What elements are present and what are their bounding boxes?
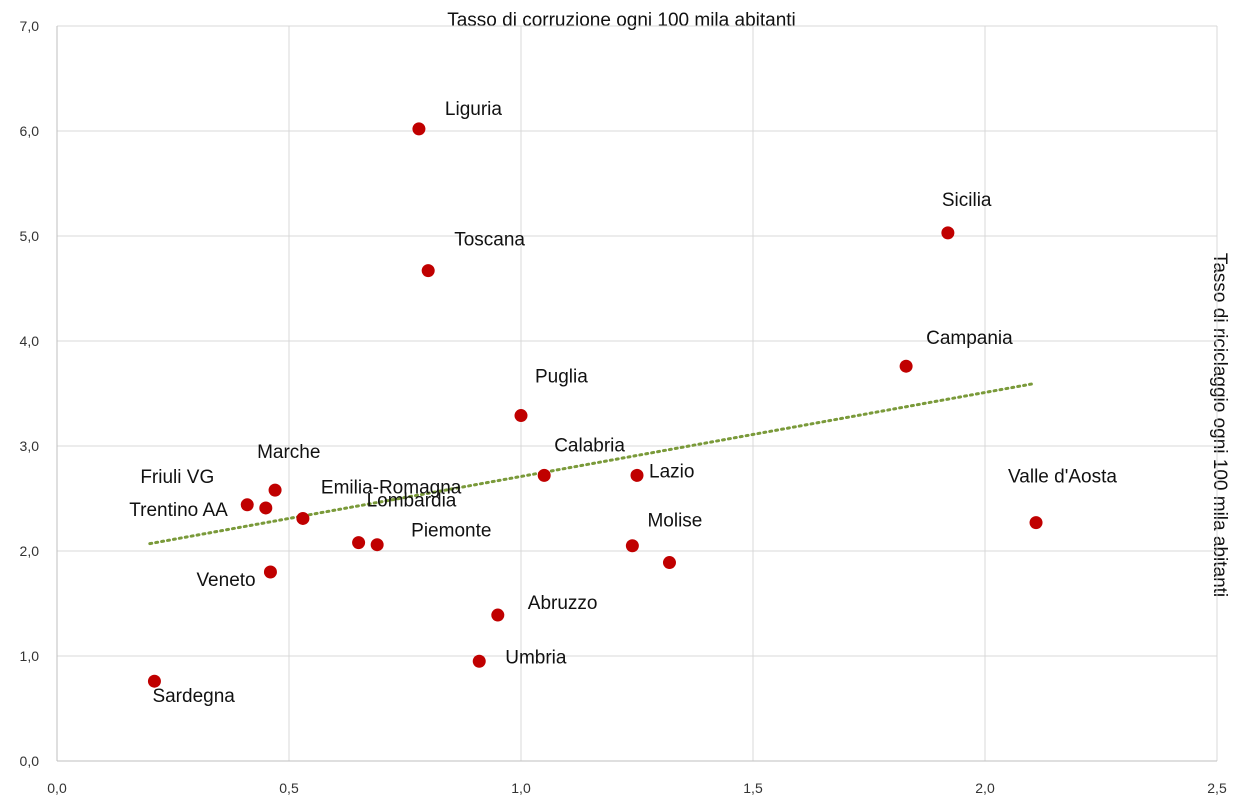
x-tick-label: 0,0 <box>47 780 67 796</box>
data-point <box>472 654 486 668</box>
data-point <box>412 122 426 136</box>
y-tick-label: 5,0 <box>20 228 40 244</box>
point-label: Veneto <box>196 570 255 591</box>
data-point <box>352 536 366 550</box>
y-tick-label: 0,0 <box>20 753 40 769</box>
y-tick-label: 2,0 <box>20 543 40 559</box>
data-point <box>662 556 676 570</box>
x-tick-label: 0,5 <box>279 780 299 796</box>
point-label: Calabria <box>554 435 625 456</box>
data-point <box>625 539 639 553</box>
data-point <box>268 483 282 497</box>
point-label: Puglia <box>535 367 588 388</box>
data-point <box>1029 516 1043 530</box>
point-label: Liguria <box>445 99 502 120</box>
x-tick-label: 2,0 <box>975 780 995 796</box>
y-tick-label: 6,0 <box>20 123 40 139</box>
y-tick-label: 3,0 <box>20 438 40 454</box>
point-label: Molise <box>647 511 702 532</box>
data-point <box>240 498 254 512</box>
grid-lines <box>57 25 1218 761</box>
data-point <box>537 468 551 482</box>
point-labels: Liguria Toscana Sicilia Campania Puglia Calab… <box>129 99 1117 707</box>
data-point <box>491 608 505 622</box>
data-point <box>370 538 384 552</box>
point-label: Lazio <box>649 461 694 482</box>
point-label: Piemonte <box>411 521 491 542</box>
x-tick-label: 1,0 <box>511 780 531 796</box>
data-point <box>421 264 435 278</box>
data-point <box>630 468 644 482</box>
point-label: Toscana <box>454 230 525 251</box>
y-tick-label: 4,0 <box>20 333 40 349</box>
point-label: Friuli VG <box>140 467 214 488</box>
trendline <box>148 382 1033 546</box>
point-label: Abruzzo <box>528 593 598 614</box>
data-point <box>296 511 310 525</box>
x-tick-label: 1,5 <box>743 780 763 796</box>
point-label: Umbria <box>505 647 567 668</box>
point-label: Trentino AA <box>129 500 228 521</box>
point-label: Sardegna <box>152 686 235 707</box>
point-label: Emilia-Romagna <box>321 477 462 498</box>
axes <box>56 26 1217 762</box>
x-tick-label: 2,5 <box>1207 780 1227 796</box>
point-label: Campania <box>926 328 1013 349</box>
point-label: Sicilia <box>942 190 992 211</box>
data-point <box>263 565 277 579</box>
data-point <box>259 501 273 515</box>
trendline-group <box>148 382 1033 546</box>
data-point <box>514 409 528 423</box>
data-points <box>147 122 1043 688</box>
point-label: Marche <box>257 442 320 463</box>
point-label: Valle d'Aosta <box>1008 467 1117 488</box>
y-tick-label: 7,0 <box>20 18 40 34</box>
data-point <box>147 674 161 688</box>
y-tick-label: 1,0 <box>20 648 40 664</box>
point-label: Lombardia <box>367 491 457 512</box>
tick-labels: 0,0 1,0 2,0 3,0 4,0 5,0 6,0 7,0 0,0 0,5 1,0 1,5 2,0 2… <box>20 18 1227 796</box>
data-point <box>899 359 913 373</box>
data-point <box>941 226 955 240</box>
